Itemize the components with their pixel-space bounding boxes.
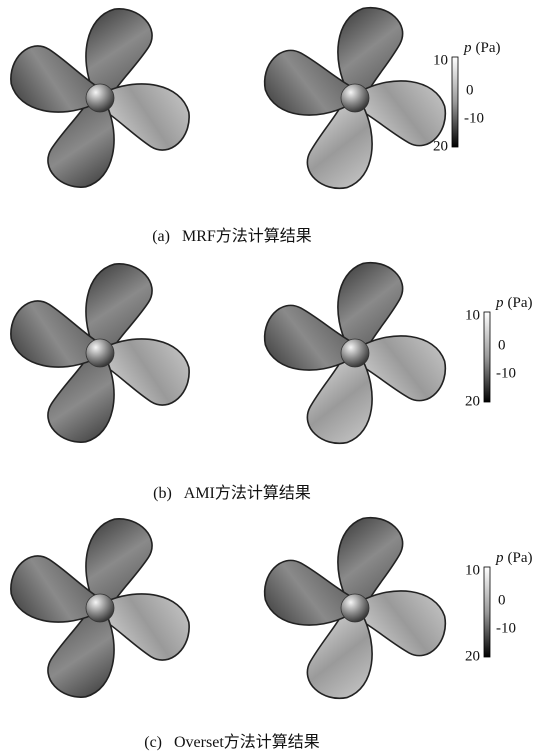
caption: (c) Overset方法计算结果 (144, 732, 320, 751)
colorbar-tick: -10 (496, 620, 516, 636)
propeller (257, 0, 454, 196)
caption-label: (c) (144, 734, 162, 751)
colorbar-tick: 0 (466, 82, 474, 98)
colorbar-tick: -10 (496, 365, 516, 381)
colorbar-tick: 10 (465, 307, 480, 323)
colorbar (452, 57, 458, 147)
caption-text: Overset方法计算结果 (174, 732, 320, 751)
hub (86, 84, 114, 112)
hub (341, 84, 369, 112)
colorbar-tick: 0 (498, 592, 506, 608)
colorbar-unit: (Pa) (476, 40, 501, 56)
colorbar-symbol: p (495, 550, 504, 566)
colorbar-tick: -10 (464, 110, 484, 126)
colorbar-tick: 20 (433, 138, 448, 154)
propeller (257, 255, 454, 452)
propeller (2, 255, 199, 452)
caption-text: AMI方法计算结果 (184, 483, 311, 502)
propeller (257, 510, 454, 707)
colorbar-label: p(Pa) (495, 295, 533, 311)
figure: p(Pa)100-1020(a)MRF方法计算结果p(Pa)100-1020(b… (0, 0, 533, 754)
colorbar (484, 567, 490, 657)
colorbar-tick: 10 (433, 52, 448, 68)
colorbar-symbol: p (495, 295, 504, 311)
colorbar-unit: (Pa) (508, 550, 533, 566)
colorbar-tick: 20 (465, 393, 480, 409)
hub (86, 594, 114, 622)
colorbar-tick: 0 (498, 337, 506, 353)
colorbar-tick: 10 (465, 562, 480, 578)
caption-label: (b) (153, 485, 172, 502)
caption: (b) AMI方法计算结果 (153, 483, 311, 502)
colorbar-label: p(Pa) (495, 550, 533, 566)
propeller (2, 510, 199, 707)
colorbar-label: p(Pa) (463, 40, 501, 56)
colorbar-symbol: p (463, 40, 472, 56)
hub (341, 339, 369, 367)
colorbar-tick: 20 (465, 648, 480, 664)
caption-label: (a) (152, 228, 170, 245)
propeller (2, 0, 199, 196)
hub (86, 339, 114, 367)
caption: (a) MRF方法计算结果 (152, 226, 312, 245)
hub (341, 594, 369, 622)
caption-text: MRF方法计算结果 (182, 226, 312, 245)
colorbar-unit: (Pa) (508, 295, 533, 311)
colorbar (484, 312, 490, 402)
